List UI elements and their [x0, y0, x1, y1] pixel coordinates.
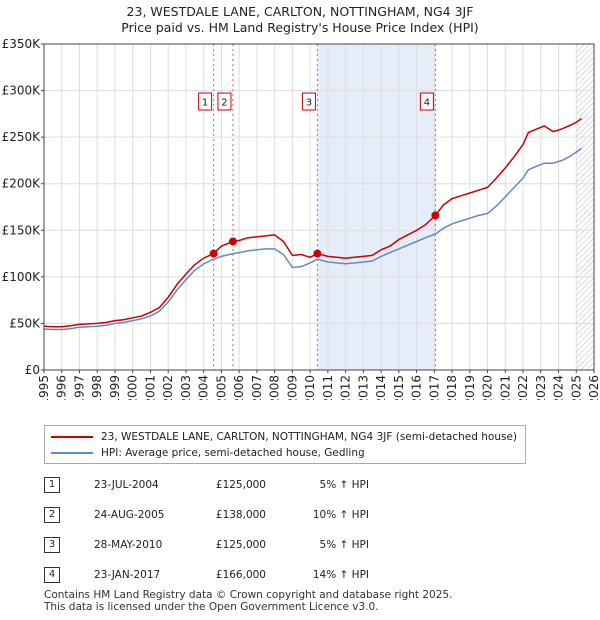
legend-price-label: 23, WESTDALE LANE, CARLTON, NOTTINGHAM, …: [101, 431, 518, 443]
x-tick-label: 1999: [108, 375, 122, 400]
x-tick-label: 2019: [463, 375, 477, 400]
sale-point: [209, 249, 218, 258]
price-chart: 1 2 3 4 £0 £50K £100K £150K £200K £250K £300K £350K…: [2, 37, 600, 400]
x-tick-label: 2012: [339, 375, 353, 400]
sale-point: [313, 249, 322, 258]
x-tick-label: 2026: [587, 375, 600, 400]
x-tick-label: 2011: [321, 375, 335, 400]
y-tick-label: £350K: [2, 37, 42, 51]
x-tick-label: 1996: [55, 375, 69, 400]
x-tick-label: 2016: [410, 375, 424, 400]
x-tick-label: 2024: [552, 375, 566, 400]
transaction-number: 3: [44, 537, 60, 553]
transaction-hpi-diff: 5% ↑ HPI: [319, 539, 369, 551]
transaction-hpi-diff: 5% ↑ HPI: [319, 479, 369, 491]
x-tick-label: 2014: [374, 375, 388, 400]
x-tick-label: 2007: [250, 375, 264, 400]
legend-hpi-swatch: [51, 452, 93, 454]
x-tick-label: 2009: [285, 375, 299, 400]
transaction-date: 28-MAY-2010: [94, 539, 163, 551]
shaded-period: [317, 44, 436, 370]
forecast-hatch: [576, 44, 594, 370]
transaction-price: £125,000: [215, 479, 266, 491]
x-tick-label: 2005: [214, 375, 228, 400]
y-tick-label: £100K: [2, 270, 42, 284]
x-tick-label: 2023: [534, 375, 548, 400]
transaction-price: £138,000: [215, 509, 266, 521]
transaction-price: £125,000: [215, 539, 266, 551]
transaction-date: 23-JUL-2004: [94, 479, 159, 491]
x-tick-label: 1998: [90, 375, 104, 400]
legend-item-hpi: HPI: Average price, semi-detached house,…: [51, 445, 365, 461]
x-tick-label: 2017: [427, 375, 441, 400]
footer-line-1: Contains HM Land Registry data © Crown c…: [44, 589, 453, 601]
x-tick-label: 2004: [197, 375, 211, 400]
marker-label-box: [301, 92, 316, 111]
marker-label: 1: [202, 98, 208, 109]
transaction-number: 4: [44, 567, 60, 583]
table-row: 1 23-JUL-2004 £125,000 5% ↑ HPI: [44, 477, 544, 495]
table-row: 2 24-AUG-2005 £138,000 10% ↑ HPI: [44, 507, 544, 525]
footer-line-2: This data is licensed under the Open Gov…: [44, 601, 379, 613]
x-tick-label: 1997: [72, 375, 86, 400]
plot-frame: [43, 43, 595, 371]
table-row: 4 23-JAN-2017 £166,000 14% ↑ HPI: [44, 567, 544, 585]
legend-hpi-label: HPI: Average price, semi-detached house,…: [101, 447, 365, 459]
y-tick-label: £0: [25, 363, 40, 377]
y-tick-label: £150K: [2, 223, 42, 237]
x-tick-label: 2003: [179, 375, 193, 400]
x-tick-label: 2010: [303, 375, 317, 400]
x-tick-label: 2013: [356, 375, 370, 400]
y-tick-label: £50K: [9, 316, 41, 330]
transaction-hpi-diff: 10% ↑ HPI: [312, 509, 369, 521]
chart-title: 23, WESTDALE LANE, CARLTON, NOTTINGHAM, …: [0, 4, 600, 36]
x-tick-label: 2008: [268, 375, 282, 400]
transaction-date: 23-JAN-2017: [94, 569, 161, 581]
y-tick-label: £250K: [2, 130, 42, 144]
x-tick-label: 2002: [161, 375, 175, 400]
y-tick-label: £200K: [2, 177, 42, 191]
title-line-2: Price paid vs. HM Land Registry's House …: [121, 20, 479, 35]
x-tick-label: 1995: [37, 375, 51, 400]
marker-label-box: [217, 92, 232, 111]
x-tick-label: 2018: [445, 375, 459, 400]
x-tick-label: 2025: [569, 375, 583, 400]
table-row: 3 28-MAY-2010 £125,000 5% ↑ HPI: [44, 537, 544, 555]
x-tick-label: 2000: [126, 375, 140, 400]
x-tick-label: 2020: [481, 375, 495, 400]
y-tick-label: £300K: [2, 84, 42, 98]
marker-label: 2: [221, 98, 227, 109]
footer: Contains HM Land Registry data © Crown c…: [44, 589, 452, 613]
x-tick-label: 2021: [498, 375, 512, 400]
transaction-price: £166,000: [215, 569, 266, 581]
x-tick-label: 2022: [516, 375, 530, 400]
sale-point: [431, 211, 440, 220]
sale-point: [228, 237, 237, 246]
x-tick-label: 2006: [232, 375, 246, 400]
hpi-series-line: [43, 147, 583, 331]
transaction-date: 24-AUG-2005: [94, 509, 165, 521]
marker-label-box: [198, 92, 213, 111]
legend-item-price: 23, WESTDALE LANE, CARLTON, NOTTINGHAM, …: [51, 429, 517, 445]
legend-price-swatch: [51, 436, 93, 438]
transaction-hpi-diff: 14% ↑ HPI: [312, 569, 369, 581]
marker-label: 3: [306, 98, 312, 109]
transaction-number: 2: [44, 507, 60, 523]
legend: 23, WESTDALE LANE, CARLTON, NOTTINGHAM, …: [44, 425, 526, 464]
title-line-1: 23, WESTDALE LANE, CARLTON, NOTTINGHAM, …: [126, 4, 474, 19]
transaction-number: 1: [44, 477, 60, 493]
x-tick-label: 2001: [143, 375, 157, 400]
marker-label: 4: [424, 98, 430, 109]
x-tick-label: 2015: [392, 375, 406, 400]
marker-label-box: [419, 92, 434, 111]
